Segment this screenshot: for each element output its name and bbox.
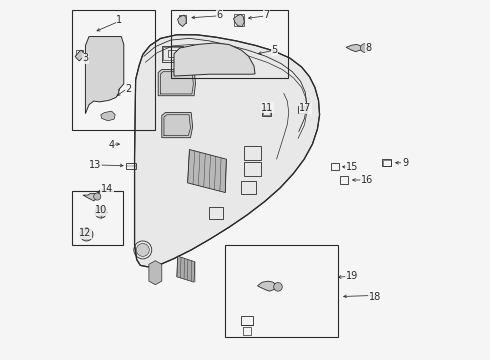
Polygon shape [188, 149, 226, 193]
Text: 6: 6 [217, 10, 223, 20]
Text: 17: 17 [299, 103, 312, 113]
Text: 9: 9 [403, 158, 409, 168]
Circle shape [274, 283, 282, 291]
Text: 15: 15 [345, 162, 358, 172]
Bar [168, 50, 177, 57]
Circle shape [95, 207, 107, 218]
Bar [209, 207, 223, 220]
Bar [245, 162, 261, 176]
Polygon shape [177, 256, 195, 282]
Bar [298, 106, 307, 113]
Polygon shape [174, 43, 255, 76]
Bar [98, 64, 119, 90]
Text: 10: 10 [95, 206, 107, 216]
Bar [243, 327, 251, 335]
Text: 18: 18 [368, 292, 381, 302]
Bar [263, 110, 270, 115]
Bar [100, 66, 117, 88]
Text: 5: 5 [271, 45, 277, 55]
Bar [382, 159, 392, 166]
Circle shape [94, 193, 101, 200]
Bar [72, 192, 123, 245]
Text: 4: 4 [108, 140, 115, 150]
Bar [340, 176, 348, 184]
Text: 1: 1 [117, 15, 122, 26]
Bar [72, 10, 155, 130]
Text: 8: 8 [366, 43, 372, 53]
Polygon shape [258, 281, 277, 291]
Text: 14: 14 [101, 184, 113, 194]
Polygon shape [162, 113, 193, 138]
Text: 2: 2 [125, 84, 132, 94]
Polygon shape [234, 14, 245, 27]
Bar [245, 146, 261, 160]
Bar [242, 316, 253, 325]
Bar [126, 163, 136, 169]
Polygon shape [135, 35, 319, 267]
Bar [179, 15, 186, 23]
Polygon shape [158, 69, 196, 96]
Text: 19: 19 [346, 271, 358, 281]
Text: 16: 16 [361, 175, 373, 185]
Bar [163, 47, 182, 60]
Bar [241, 181, 256, 194]
Polygon shape [177, 15, 186, 27]
Bar [262, 109, 271, 116]
Bar [172, 10, 288, 78]
Polygon shape [83, 194, 98, 201]
Text: 3: 3 [82, 53, 89, 63]
Text: 11: 11 [261, 103, 273, 113]
Polygon shape [101, 111, 115, 121]
Circle shape [80, 228, 93, 241]
Circle shape [83, 231, 90, 238]
Polygon shape [346, 44, 364, 51]
Bar [225, 245, 338, 337]
Text: 13: 13 [89, 160, 101, 170]
Circle shape [98, 209, 104, 216]
Circle shape [136, 243, 149, 256]
Bar [162, 45, 183, 62]
Polygon shape [85, 37, 124, 114]
Text: 7: 7 [264, 10, 270, 20]
Polygon shape [75, 50, 83, 61]
Bar [76, 50, 83, 56]
Text: 12: 12 [79, 228, 92, 238]
Bar [383, 160, 391, 166]
Bar [331, 163, 339, 170]
Bar [234, 14, 245, 26]
Polygon shape [149, 261, 162, 285]
Circle shape [361, 44, 369, 52]
